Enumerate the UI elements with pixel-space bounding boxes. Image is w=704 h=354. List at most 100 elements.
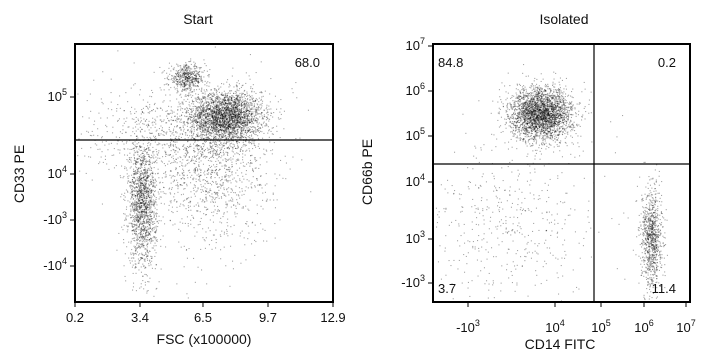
event-dot [190,87,192,89]
event-dot [219,127,221,129]
event-dot [153,221,155,223]
event-dot [224,115,226,117]
event-dot [266,106,268,108]
event-dot [214,118,216,120]
event-dot [243,129,245,131]
event-dot [193,77,195,79]
event-dot [210,106,212,108]
event-dot [183,99,185,101]
event-dot [234,107,236,109]
event-dot [148,147,150,149]
event-dot [142,123,144,125]
event-dot [151,247,153,249]
event-dot [138,244,140,246]
event-dot [258,129,260,131]
event-dot [237,146,239,148]
event-dot [184,95,186,97]
event-dot [254,109,256,111]
event-dot [190,113,192,115]
event-dot [205,110,207,112]
event-dot [238,138,240,140]
event-dot [199,115,201,117]
event-dot [184,69,186,71]
event-dot [234,111,236,113]
event-dot [140,187,142,189]
event-dot [226,141,228,143]
event-dot [244,126,246,128]
event-dot [202,119,204,121]
event-dot [195,80,197,82]
event-dot [136,179,138,181]
event-dot [215,127,217,129]
event-dot [213,111,215,113]
event-dot [205,117,207,119]
event-dot [207,128,209,130]
event-dot [135,216,137,218]
event-dot [226,128,228,130]
event-dot [246,131,248,133]
event-dot [225,95,227,97]
event-dot [234,115,236,117]
event-dot [187,94,189,96]
event-dot [258,143,260,145]
event-dot [177,91,179,93]
event-dot [237,115,239,117]
event-dot [241,108,243,110]
event-dot [248,112,250,114]
event-dot [183,89,185,91]
event-dot [254,120,256,122]
event-dot [200,110,202,112]
event-dot [223,124,225,126]
event-dot [134,225,136,227]
event-dot [133,237,135,239]
event-dot [208,126,210,128]
event-dot [179,75,181,77]
event-dot [207,123,209,125]
event-dot [216,115,218,117]
event-dot [228,102,230,104]
event-dot [248,102,250,104]
event-dot [237,110,239,112]
event-dot [222,142,224,144]
event-dot [211,148,213,150]
event-dot [192,84,194,86]
event-dot [265,108,267,110]
event-dot [209,113,211,115]
event-dot [233,135,235,137]
event-dot [236,107,238,109]
event-dot [212,122,214,124]
event-dot [203,118,205,120]
event-dot [221,124,223,126]
event-dot [189,146,191,148]
event-dot [239,126,241,128]
event-dot [203,96,205,98]
event-dot [226,108,228,110]
event-dot [228,119,230,121]
event-dot [252,118,254,120]
event-dot [254,120,256,122]
event-dot [133,254,135,256]
event-dot [214,137,216,139]
event-dot [147,221,149,223]
event-dot [277,117,279,119]
event-dot [204,91,206,93]
event-dot [210,132,212,134]
event-dot [244,94,246,96]
event-dot [137,118,139,120]
event-dot [151,256,153,258]
event-dot [201,109,203,111]
event-dot [133,193,135,195]
event-dot [271,127,273,129]
event-dot [196,134,198,136]
event-dot [149,188,151,190]
event-dot [141,243,143,245]
event-dot [158,198,160,200]
event-dot [178,75,180,77]
event-dot [232,200,234,202]
event-dot [195,75,197,77]
event-dot [264,90,266,92]
event-dot [143,187,145,189]
event-dot [231,97,233,99]
event-dot [239,112,241,114]
event-dot [163,187,165,189]
